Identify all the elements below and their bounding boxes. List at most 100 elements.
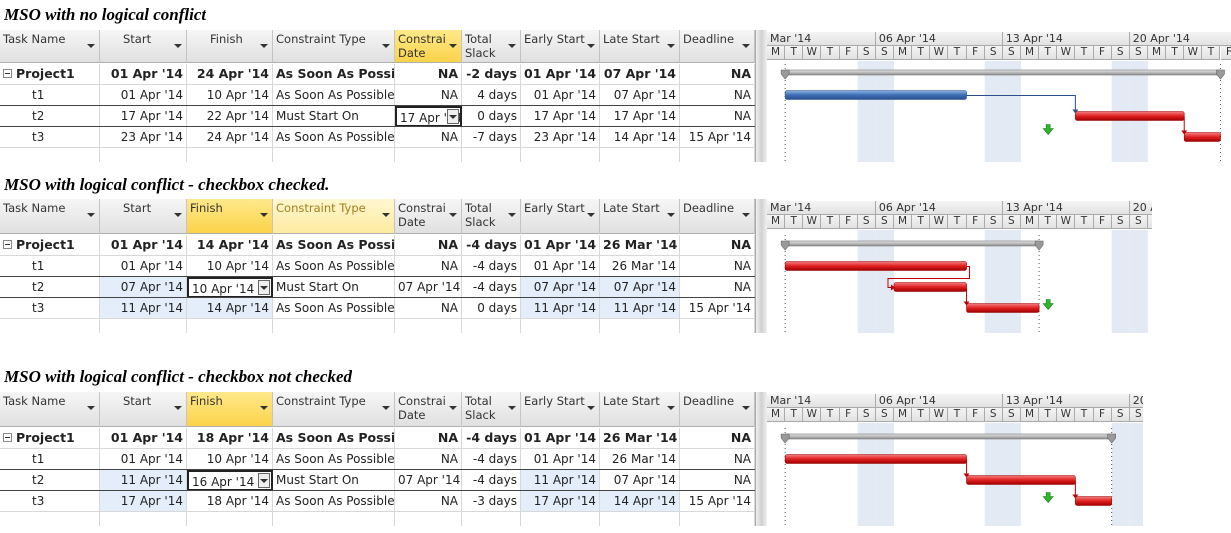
table-cell: 14 Apr '14 [187,298,273,319]
column-header[interactable]: Constraint Type [273,392,395,427]
header-text: Constrai Date [398,201,446,229]
day-label: F [966,215,985,229]
table-cell: 01 Apr '14 [100,428,187,449]
table-cell: t2 [0,277,100,298]
header-text: Total Slack [465,32,496,60]
day-label: T [1202,46,1221,60]
table-cell: 07 Apr '14 [100,277,187,298]
panel-title: MSO with logical conflict - checkbox not… [4,367,352,386]
column-header[interactable]: Late Start [600,392,680,427]
column-header[interactable]: Early Start [521,199,600,234]
column-header[interactable]: Finish [187,30,273,63]
table-cell: 10 Apr '14 [187,85,273,106]
column-line [679,512,680,526]
column-header[interactable]: Constraint Type [273,199,395,234]
column-header[interactable]: Early Start [521,392,600,427]
column-line [461,319,462,333]
column-header[interactable]: Early Start [521,30,600,63]
day-label: S [1111,46,1130,60]
day-label: S [857,408,876,422]
table-cell: As Soon As Possible [273,256,395,277]
column-header[interactable]: Task Name [0,30,100,63]
header-text: Finish [190,201,223,215]
table-cell: NA [680,64,755,85]
dropdown-arrow [449,213,457,217]
table-cell: 14 Apr '14 [600,491,680,512]
selected-row-bottom [0,297,755,298]
week-label: Mar '14 [767,201,876,215]
day-label: T [1075,215,1094,229]
day-label: S [1002,408,1021,422]
column-header[interactable]: Constraint Type [273,30,395,63]
day-label: T [785,46,804,60]
day-label: T [1039,408,1058,422]
column-header[interactable]: Late Start [600,30,680,63]
day-label: F [839,215,858,229]
table-cell: As Soon As Possible [273,449,395,470]
column-header[interactable]: Start [100,392,187,427]
table-cell: -4 days [462,256,521,277]
day-label: T [821,215,840,229]
table-cell: -7 days [462,127,521,148]
header-text: Total Slack [465,201,496,229]
header-text: Constraint Type [276,32,366,46]
day-label: S [984,46,1003,60]
table-cell: 0 days [462,106,521,127]
week-label: 06 Apr '14 [875,394,1003,408]
day-label: S [1129,215,1148,229]
column-line [272,319,273,333]
day-label: T [1039,215,1058,229]
day-label: M [1020,215,1040,229]
dropdown-arrow [382,44,390,48]
day-label: S [1111,215,1130,229]
header-text: Finish [210,32,243,46]
column-line [461,512,462,526]
header-text: Constraint Type [276,394,366,408]
day-label: M [1020,46,1040,60]
table-cell: 07 Apr '14 [521,277,600,298]
table-cell: -4 days [462,449,521,470]
splitter [755,199,767,333]
day-label: T [1166,46,1185,60]
table-cell: NA [395,428,462,449]
table-cell: 01 Apr '14 [521,235,600,256]
column-header[interactable]: Late Start [600,199,680,234]
column-header[interactable]: Task Name [0,392,100,427]
table-cell: NA [680,449,755,470]
dropdown-arrow [667,213,675,217]
column-header[interactable]: Total Slack [462,199,521,234]
dropdown-arrow [174,213,182,217]
dropdown-arrow [382,406,390,410]
day-label: S [1111,408,1130,422]
column-header[interactable]: Start [100,199,187,234]
dropdown-arrow [508,406,516,410]
column-header[interactable]: Finish [187,392,273,427]
dropdown-arrow [87,213,95,217]
table-cell: Project1 [0,235,100,256]
dropdown-arrow [449,44,457,48]
table-cell: As Soon As Possible [273,127,395,148]
header-text: Deadline [683,32,735,46]
column-header[interactable]: Task Name [0,199,100,234]
header-text: Start [123,394,152,408]
day-label: T [948,46,967,60]
week-label: 06 Apr '14 [875,201,1003,215]
table-cell: 22 Apr '14 [187,106,273,127]
table-cell: 26 Mar '14 [600,428,680,449]
table-cell: NA [680,85,755,106]
collapse-minus [5,244,10,245]
column-header[interactable]: Finish [187,199,273,234]
table-cell: Project1 [0,428,100,449]
table-cell: 15 Apr '14 [680,127,755,148]
table-cell: t1 [0,85,100,106]
day-label: S [857,46,876,60]
table-cell: -4 days [462,428,521,449]
column-header[interactable]: Start [100,30,187,63]
week-label: 13 Apr '14 [1002,394,1130,408]
column-header[interactable]: Total Slack [462,392,521,427]
header-text: Deadline [683,201,735,215]
dropdown-arrow [508,44,516,48]
dropdown-arrow [382,213,390,217]
day-label: M [893,46,913,60]
day-label: W [930,215,949,229]
